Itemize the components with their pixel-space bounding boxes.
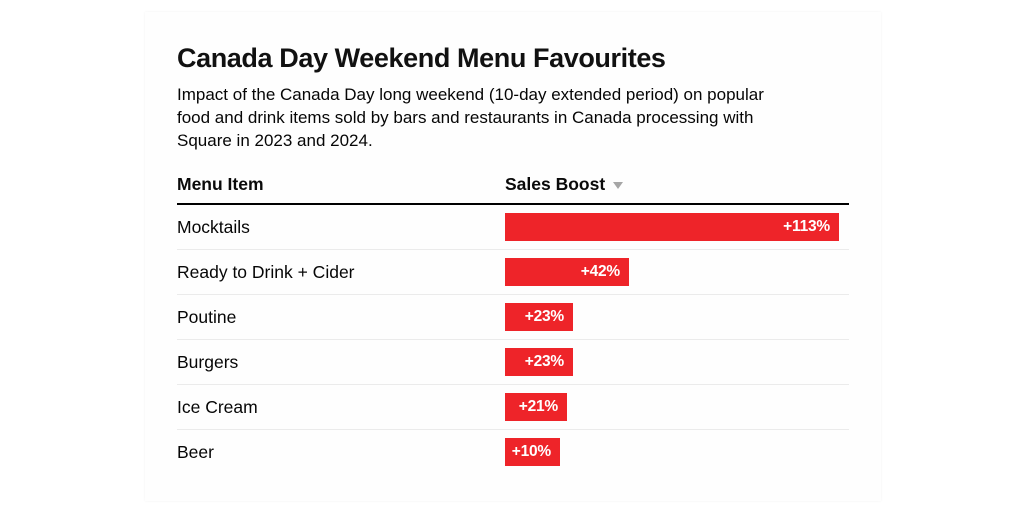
sales-boost-bar: +10% [505, 438, 560, 466]
bar-value-label: +42% [580, 263, 620, 280]
menu-item-label: Ready to Drink + Cider [177, 261, 355, 282]
sales-boost-bar: +21% [505, 393, 567, 421]
bar-value-label: +113% [783, 218, 830, 235]
subtitle-line-2: food and drink items sold by bars and re… [177, 108, 754, 127]
chart-card: Canada Day Weekend Menu Favourites Impac… [145, 12, 881, 501]
menu-item-label: Burgers [177, 351, 239, 372]
sales-boost-bar: +23% [505, 348, 573, 376]
chart-title: Canada Day Weekend Menu Favourites [177, 43, 666, 73]
triangle-down-icon [613, 182, 624, 189]
table-header: Menu Item Sales Boost [177, 165, 849, 205]
menu-item-label: Beer [177, 441, 214, 462]
table-row: Mocktails +113% [177, 205, 849, 249]
bar-value-label: +23% [524, 308, 564, 325]
bar-chart-rows: Mocktails +113% Ready to Drink + Cider +42%… [177, 205, 849, 474]
menu-item-label: Poutine [177, 306, 237, 327]
chart-subtitle: Impact of the Canada Day long weekend (1… [177, 83, 849, 152]
table-row: Ready to Drink + Cider +42% [177, 249, 849, 294]
column-header-menu-item: Menu Item [177, 174, 264, 194]
sales-boost-bar: +113% [505, 213, 839, 241]
sales-boost-bar: +42% [505, 258, 629, 286]
sales-boost-header-label: Sales Boost [505, 174, 606, 194]
table-row: Beer +10% [177, 429, 849, 474]
bar-value-label: +21% [518, 398, 558, 415]
bar-value-label: +10% [511, 443, 551, 460]
table-row: Ice Cream +21% [177, 384, 849, 429]
menu-item-label: Mocktails [177, 216, 250, 237]
table-row: Poutine +23% [177, 294, 849, 339]
menu-item-label: Ice Cream [177, 396, 258, 417]
subtitle-line-1: Impact of the Canada Day long weekend (1… [177, 85, 764, 104]
bar-value-label: +23% [524, 353, 564, 370]
table-row: Burgers +23% [177, 339, 849, 384]
sales-boost-bar: +23% [505, 303, 573, 331]
column-header-sales-boost[interactable]: Sales Boost [505, 174, 624, 195]
subtitle-line-3: Square in 2023 and 2024. [177, 131, 373, 150]
